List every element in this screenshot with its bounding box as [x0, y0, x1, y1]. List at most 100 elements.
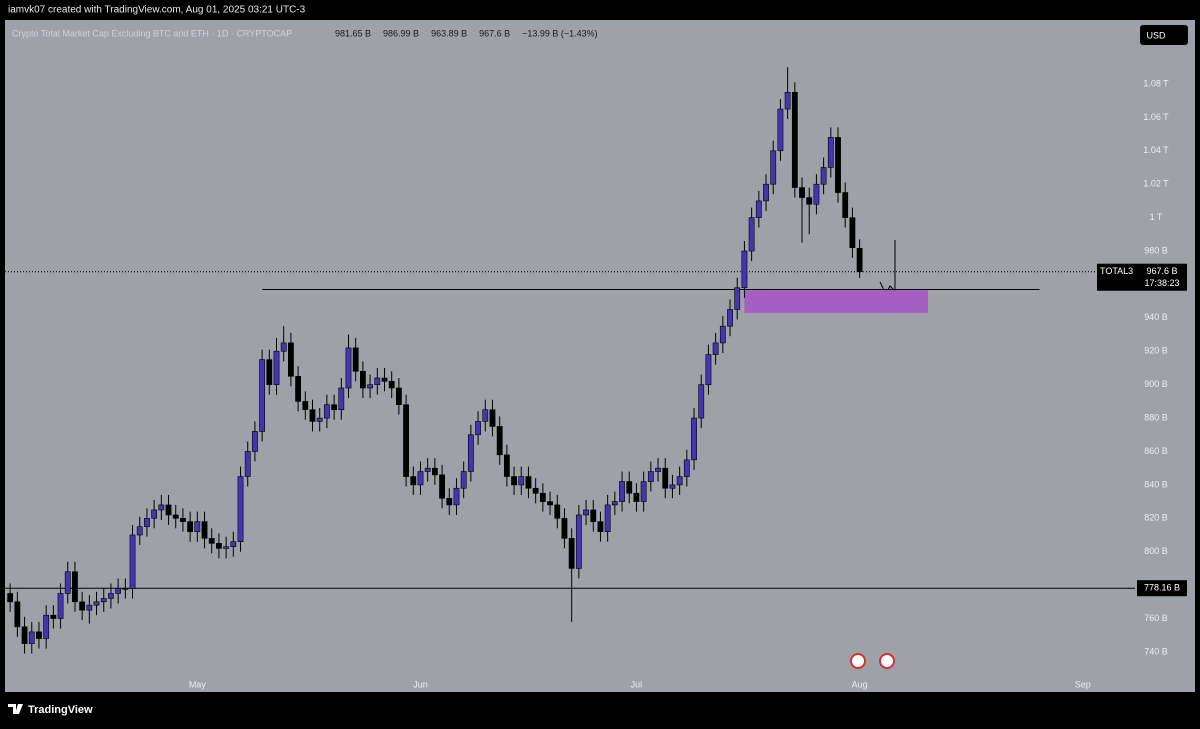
candle-body: [64, 571, 71, 594]
candle-body: [691, 417, 697, 461]
candle-body: [647, 471, 654, 482]
brand: TradingView: [28, 704, 93, 716]
candle-body: [36, 631, 42, 639]
candle-body: [288, 342, 294, 377]
legend-value: 981.65 B: [335, 28, 371, 38]
candle-body: [547, 501, 553, 506]
candle-body: [489, 409, 496, 427]
candle-body: [511, 476, 517, 486]
candle-body: [842, 192, 849, 218]
countdown: 17:38:23: [1144, 278, 1179, 288]
candle-body: [374, 377, 381, 385]
y-tick-label: 800 B: [1144, 546, 1168, 556]
candle-body: [619, 481, 625, 502]
y-tick-label: 1.08 T: [1143, 78, 1169, 88]
candle-body: [108, 593, 114, 599]
candle-body: [439, 474, 445, 499]
candle-body: [676, 476, 683, 486]
y-tick-label: 1.02 T: [1143, 179, 1169, 189]
candle-body: [230, 541, 237, 547]
y-tick-label: 760 B: [1144, 613, 1168, 623]
candle-body: [302, 401, 309, 411]
candle-body: [144, 517, 150, 527]
candle-body: [266, 359, 273, 385]
candle-body: [395, 387, 402, 406]
candle-body: [568, 538, 575, 569]
candle-body: [417, 471, 424, 486]
candle-body: [410, 476, 417, 486]
candle-body: [252, 431, 258, 452]
candle-body: [561, 517, 568, 539]
candle-body: [359, 370, 366, 389]
candle-body: [7, 593, 14, 603]
candle-body: [381, 377, 388, 382]
candle-body: [158, 504, 165, 511]
candle-body: [14, 601, 21, 628]
candle-body: [525, 476, 532, 489]
legend-value: 967.6 B: [479, 28, 510, 38]
currency-box[interactable]: [1140, 25, 1188, 45]
candle-body: [453, 487, 460, 506]
candle-body: [194, 521, 201, 532]
candle-body: [237, 476, 244, 542]
candle-body: [770, 150, 777, 185]
candle-body: [180, 517, 186, 522]
x-tick-label: Jul: [631, 679, 643, 689]
x-tick-label: May: [189, 679, 207, 689]
x-tick-label: Aug: [852, 679, 868, 689]
x-tick-label: Jun: [413, 679, 428, 689]
candle-body: [57, 593, 64, 619]
candle-body: [669, 484, 676, 489]
price-label: 967.6 B: [1146, 266, 1177, 276]
candle-body: [273, 350, 280, 385]
logo: [8, 704, 23, 714]
y-tick-label: 900 B: [1144, 379, 1168, 389]
plot-background: [5, 20, 1195, 692]
candle-body: [590, 509, 597, 522]
candle-body: [799, 187, 805, 198]
candle-body: [475, 421, 481, 436]
candle-body: [259, 359, 266, 432]
candle-body: [79, 601, 86, 611]
event-flag[interactable]: [850, 653, 866, 669]
candle-body: [50, 614, 57, 619]
y-tick-label: 920 B: [1144, 346, 1168, 356]
candle-body: [626, 481, 633, 494]
candle-body: [583, 509, 589, 516]
y-tick-label: 860 B: [1144, 446, 1168, 456]
y-tick-label: 820 B: [1144, 513, 1168, 523]
candle-body: [280, 342, 287, 352]
legend-value: 963.89 B: [431, 28, 467, 38]
event-flag[interactable]: [879, 653, 895, 669]
candle-body: [309, 409, 316, 422]
candle-body: [705, 354, 712, 385]
candle-body: [777, 108, 784, 152]
x-tick-label: Sep: [1075, 679, 1091, 689]
candle-body: [244, 451, 251, 477]
candle-body: [791, 92, 798, 188]
candle-body: [201, 521, 208, 539]
support-label: 778.16 B: [1144, 583, 1180, 593]
candle-body: [72, 571, 78, 603]
candle-body: [633, 492, 640, 502]
candle-body: [575, 514, 582, 569]
currency[interactable]: USD: [1146, 30, 1166, 40]
candle-body: [496, 426, 503, 456]
chart-title: Crypto Total Market Cap Excluding BTC an…: [12, 28, 292, 38]
candle-body: [136, 526, 143, 536]
candle-body: [849, 217, 856, 248]
candle-body: [763, 183, 769, 202]
y-tick-label: 1.06 T: [1143, 112, 1169, 122]
candle-body: [611, 501, 618, 506]
candle-body: [683, 459, 690, 477]
candle-body: [518, 476, 525, 486]
candle-body: [734, 287, 741, 310]
candle-body: [597, 521, 604, 532]
candle-body: [655, 467, 661, 472]
candle-body: [216, 543, 222, 549]
events: [850, 653, 895, 669]
candle-body: [424, 467, 431, 472]
footer: [0, 692, 1200, 724]
candle-body: [151, 509, 158, 519]
